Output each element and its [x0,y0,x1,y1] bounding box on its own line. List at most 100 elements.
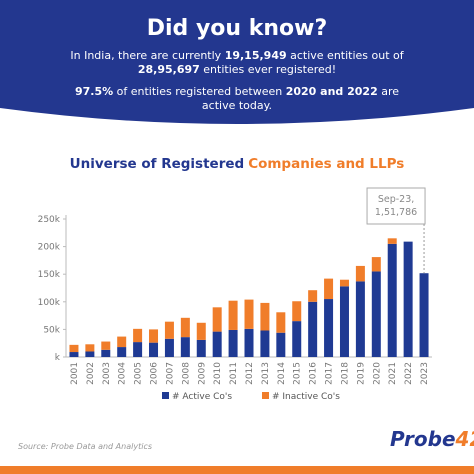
bar-segment [419,273,429,357]
bar-segment [387,243,397,357]
bar-segment [324,278,334,300]
bar-segment [355,265,365,282]
x-tick-label: 2020 [372,362,382,385]
text: 2020 and 2022 [285,85,378,98]
text: active entities out of [286,49,404,62]
legend-swatch [262,392,269,399]
bar-segment [371,271,381,357]
text: active today. [201,99,273,112]
legend-swatch [162,392,169,399]
logo-part: 42 [455,427,474,451]
x-tick-label: 2017 [325,362,335,385]
bar-segment [260,302,270,331]
bar-segment [387,238,397,244]
bar-segment [260,330,270,357]
x-tick-label: 2002 [86,362,96,385]
bar-segment [149,329,159,343]
bar-segment [212,307,222,332]
bar-segment [196,322,206,340]
header: Did you know? In India, there are curren… [0,0,474,121]
chart-title: Universe of Registered Companies and LLPs [70,156,405,172]
legend-label: # Inactive Co's [272,392,340,402]
x-tick-label: 2006 [150,362,160,385]
y-tick-label: 100k [38,298,61,308]
bar-segment [355,281,365,357]
x-tick-label: 2010 [213,362,223,385]
title-part: Companies and LLPs [248,156,404,172]
bar-segment [228,329,238,357]
bar-segment [117,336,127,348]
header-bg [0,0,474,124]
bar-segment [292,301,302,322]
x-tick-label: 2001 [70,362,80,385]
x-tick-label: 2009 [197,362,207,385]
bar-segment [69,344,79,353]
bar-segment [85,351,95,357]
bar-segment [339,286,349,357]
bar-segment [149,342,159,357]
bar-segment [212,331,222,357]
x-tick-label: 2022 [404,362,414,385]
x-tick-label: 2004 [118,362,128,385]
y-tick-label: 50k [43,325,60,335]
bar-segment [308,301,318,357]
bar-segment [180,317,190,338]
bar-segment [133,342,143,357]
text: In India, there are currently [70,49,225,62]
bar-segment [164,338,174,357]
x-tick-label: 2008 [181,362,191,385]
bar-segment [276,332,286,357]
bar-segment [276,312,286,333]
text: 97.5% [74,85,114,98]
logo: Probe42 [390,427,474,451]
bar-segment [244,328,254,357]
text: 28,95,697 [137,63,200,76]
x-tick-label: 2012 [245,362,255,385]
y-tick-label: 250k [38,215,61,225]
x-tick-label: 2003 [102,362,112,385]
bar-segment [164,321,174,339]
text: 19,15,949 [224,49,287,62]
x-tick-label: 2015 [293,362,303,385]
bar-segment [371,257,381,272]
bar-segment [117,347,127,357]
bar-segment [196,339,206,357]
text: of entities registered between [113,85,286,98]
x-tick-label: 2023 [420,362,430,385]
x-tick-label: 2007 [165,362,175,385]
bar-segment [339,279,349,287]
bar-segment [324,299,334,357]
annotation: 1,51,786 [375,207,417,218]
bar-segment [180,337,190,357]
x-tick-label: 2011 [229,362,239,385]
bar-segment [85,344,95,352]
bar-segment [101,341,111,350]
x-tick-label: 2013 [261,362,271,385]
x-tick-label: 2019 [356,362,366,385]
legend-label: # Active Co's [172,392,232,402]
bar-segment [69,352,79,357]
title-part: Universe of Registered [70,156,245,172]
y-tick-label: 200k [38,243,61,253]
y-tick-label: k [55,353,61,363]
y-tick-label: 150k [38,270,61,280]
text: entities ever registered! [199,63,337,76]
x-tick-label: 2021 [388,362,398,385]
footer-strip [0,466,474,474]
bar-segment [244,299,254,329]
text: are [377,85,400,98]
annotation: Sep-23, [378,194,414,205]
logo-part: Probe [390,427,456,451]
x-tick-label: 2018 [340,362,350,385]
bar-segment [101,349,111,357]
bar-segment [308,290,318,302]
x-tick-label: 2016 [309,362,319,385]
paragraph: In India, there are currently 19,15,949 … [0,49,474,77]
paragraph: 97.5% of entities registered between 202… [0,85,474,113]
bar-segment [403,241,413,357]
source: Source: Probe Data and Analytics [18,442,152,451]
bar-segment [133,328,143,343]
bar-segment [228,300,238,330]
